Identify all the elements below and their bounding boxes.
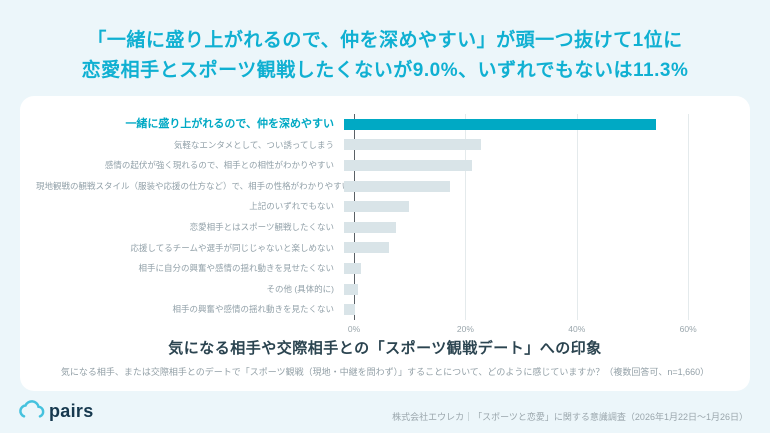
bar-track <box>344 159 716 171</box>
grid-line <box>465 114 467 320</box>
pairs-logo: pairs <box>17 398 94 424</box>
bar-label: 上記のいずれでもない <box>249 201 334 212</box>
bar-track <box>344 180 716 192</box>
page-title: 「一緒に盛り上がれるので、仲を深めやすい」が頭一つ抜けて1位に 恋愛相手とスポー… <box>0 26 770 87</box>
page-title-line2: 恋愛相手とスポーツ観戦したくないが9.0%、いずれでもないは11.3% <box>81 60 689 82</box>
x-axis: 0% 20% 40% 60% <box>348 324 716 336</box>
bar-label: 一緒に盛り上がれるので、仲を深めやすい <box>125 117 334 130</box>
chart-caption: 気になる相手、または交際相手とのデートで「スポーツ観戦（現地・中継を問わず）」す… <box>60 367 710 377</box>
bar-label: 気軽なエンタメとして、つい誘ってしまう <box>173 139 334 150</box>
chart-gridlines <box>354 114 716 320</box>
bar-row: 相手の興奮や感情の揺れ動きを見たくない <box>36 299 716 320</box>
bar <box>344 139 482 151</box>
pairs-logo-text: pairs <box>49 400 94 421</box>
bar <box>344 180 450 192</box>
grid-line <box>688 114 690 320</box>
bar <box>344 221 396 233</box>
bar-track <box>344 201 716 213</box>
bar <box>344 118 657 130</box>
bar-row: 相手に自分の興奮や感情の揺れ動きを見せたくない <box>36 258 716 279</box>
bar-track <box>344 118 716 130</box>
axis-tick-label: 40% <box>568 324 586 334</box>
chart-title: 気になる相手や交際相手との「スポーツ観戦デート」への印象 <box>168 340 602 357</box>
chart-card: 一緒に盛り上がれるので、仲を深めやすい気軽なエンタメとして、つい誘ってしまう感情… <box>20 96 750 391</box>
bar-row: 感情の起伏が強く現れるので、相手との相性がわかりやすい <box>36 155 716 176</box>
bar-label: 相手の興奮や感情の揺れ動きを見たくない <box>172 304 334 315</box>
bar-row: 上記のいずれでもない <box>36 196 716 217</box>
bar-row: 一緒に盛り上がれるので、仲を深めやすい <box>36 114 716 135</box>
bar <box>344 283 358 295</box>
bar <box>344 201 409 213</box>
grid-line <box>354 114 355 320</box>
bar <box>344 262 361 274</box>
cloud-icon <box>19 400 45 418</box>
bar-chart: 一緒に盛り上がれるので、仲を深めやすい気軽なエンタメとして、つい誘ってしまう感情… <box>36 114 716 320</box>
bar <box>344 159 472 171</box>
axis-tick-label: 20% <box>456 324 474 334</box>
bar-row: その他 (具体的に) <box>36 279 716 300</box>
bar-label: 相手に自分の興奮や感情の揺れ動きを見せたくない <box>138 263 334 274</box>
bar-track <box>344 283 716 295</box>
bar-row: 恋愛相手とはスポーツ観戦したくない <box>36 217 716 238</box>
bar-row: 気軽なエンタメとして、つい誘ってしまう <box>36 135 716 156</box>
bar-track <box>344 304 716 316</box>
bar-track <box>344 242 716 254</box>
bar-label: 応援してるチームや選手が同じじゃないと楽しめない <box>130 242 335 253</box>
bar-label: その他 (具体的に) <box>266 283 334 294</box>
page-title-line1: 「一緒に盛り上がれるので、仲を深めやすい」が頭一つ抜けて1位に <box>87 30 683 51</box>
bar-track <box>344 139 716 151</box>
bar-label: 恋愛相手とはスポーツ観戦したくない <box>189 222 334 233</box>
bar-row: 現地観戦の観戦スタイル（服装や応援の仕方など）で、相手の性格がわかりやすい <box>36 176 716 197</box>
axis-tick-label: 60% <box>679 324 697 334</box>
bar-label: 感情の起伏が強く現れるので、相手との相性がわかりやすい <box>104 160 334 171</box>
source-note: 株式会社エウレカ｜「スポーツと恋愛」に関する意識調査（2026年1月22日〜1月… <box>392 412 748 422</box>
bar-row: 応援してるチームや選手が同じじゃないと楽しめない <box>36 238 716 259</box>
axis-tick-label: 0% <box>347 324 361 334</box>
bar-track <box>344 221 716 233</box>
grid-line <box>576 114 578 320</box>
bar-track <box>344 262 716 274</box>
bar-label: 現地観戦の観戦スタイル（服装や応援の仕方など）で、相手の性格がわかりやすい <box>36 180 351 191</box>
bar <box>344 242 389 254</box>
bar <box>344 304 356 316</box>
